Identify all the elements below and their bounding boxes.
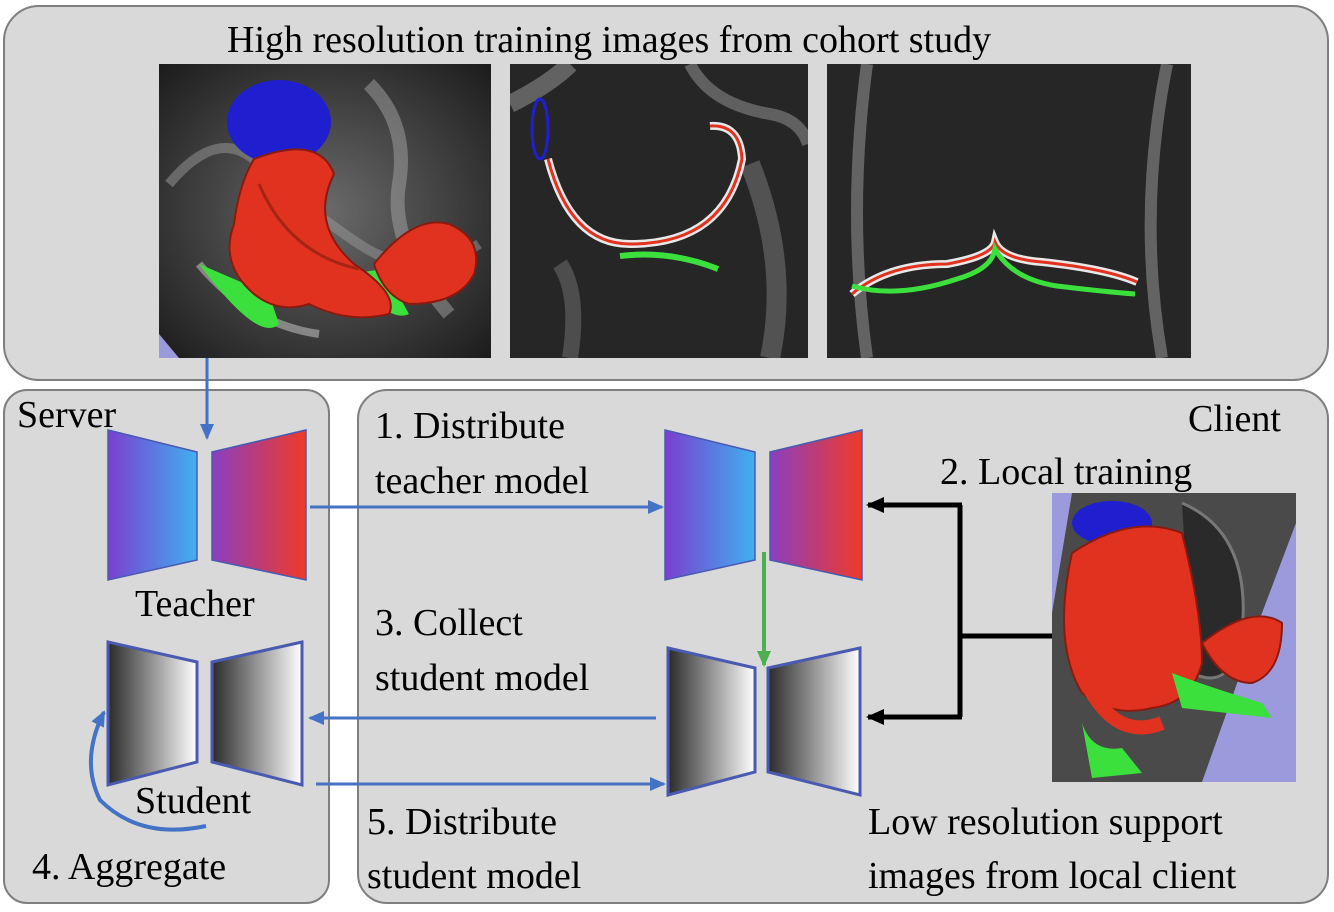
arrow-aggregate [89, 710, 207, 832]
server-label: Server [17, 394, 117, 436]
client-teacher-model-icon [664, 429, 863, 581]
mri-coronal-image [827, 64, 1191, 358]
support-caption-line1: Low resolution support [868, 801, 1223, 843]
support-caption-line2: images from local client [868, 855, 1237, 897]
student-model-icon [106, 640, 304, 787]
student-label: Student [135, 780, 252, 822]
client-student-model-icon [666, 646, 862, 797]
step2-label: 2. Local training [940, 451, 1193, 493]
mri-low-res-3d-image [1052, 493, 1296, 782]
step3-line1: 3. Collect [375, 602, 523, 644]
aggregate-label: 4. Aggregate [32, 846, 227, 888]
client-label: Client [1188, 398, 1281, 440]
step1-line1: 1. Distribute [375, 405, 565, 447]
training-images-title: High resolution training images from coh… [227, 19, 992, 61]
teacher-model-icon [107, 429, 307, 581]
step5-line1: 5. Distribute [367, 801, 557, 843]
step1-line2: teacher model [375, 460, 590, 502]
step3-line2: student model [375, 657, 590, 699]
mri-sagittal-image [510, 64, 808, 358]
step5-line2: student model [367, 855, 582, 897]
mri-knee-3d-image [159, 64, 491, 358]
teacher-label: Teacher [135, 583, 255, 625]
